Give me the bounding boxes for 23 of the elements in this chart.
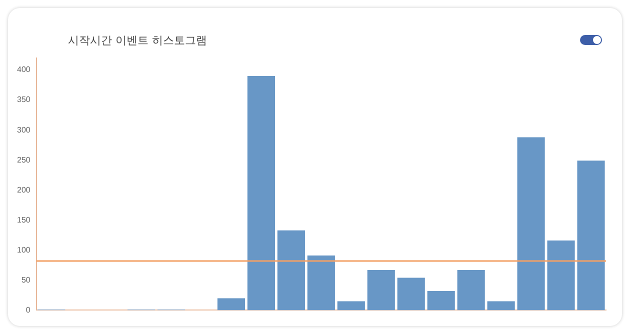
- bar: [577, 160, 605, 310]
- y-tick-label: 0: [26, 305, 31, 314]
- bar: [367, 270, 395, 310]
- bar: [427, 290, 455, 310]
- y-tick-label: 50: [21, 275, 31, 284]
- bar: [217, 298, 246, 310]
- y-tick-label: 300: [16, 125, 31, 134]
- bar: [277, 230, 305, 310]
- bar: [247, 76, 275, 310]
- bar: [307, 256, 335, 310]
- y-tick-label: 350: [16, 95, 31, 104]
- bar: [487, 301, 515, 310]
- y-tick-label: 100: [16, 245, 31, 254]
- chart-title: 시작시간 이벤트 히스토그램: [68, 32, 207, 48]
- y-tick-label: 150: [16, 215, 31, 224]
- y-tick-label: 250: [16, 155, 31, 164]
- y-tick-label: 400: [16, 65, 31, 74]
- bar: [397, 278, 425, 310]
- bar: [457, 270, 485, 310]
- bar: [337, 301, 365, 310]
- bar: [547, 240, 575, 310]
- bar: [517, 137, 545, 310]
- y-tick-label: 200: [16, 185, 31, 194]
